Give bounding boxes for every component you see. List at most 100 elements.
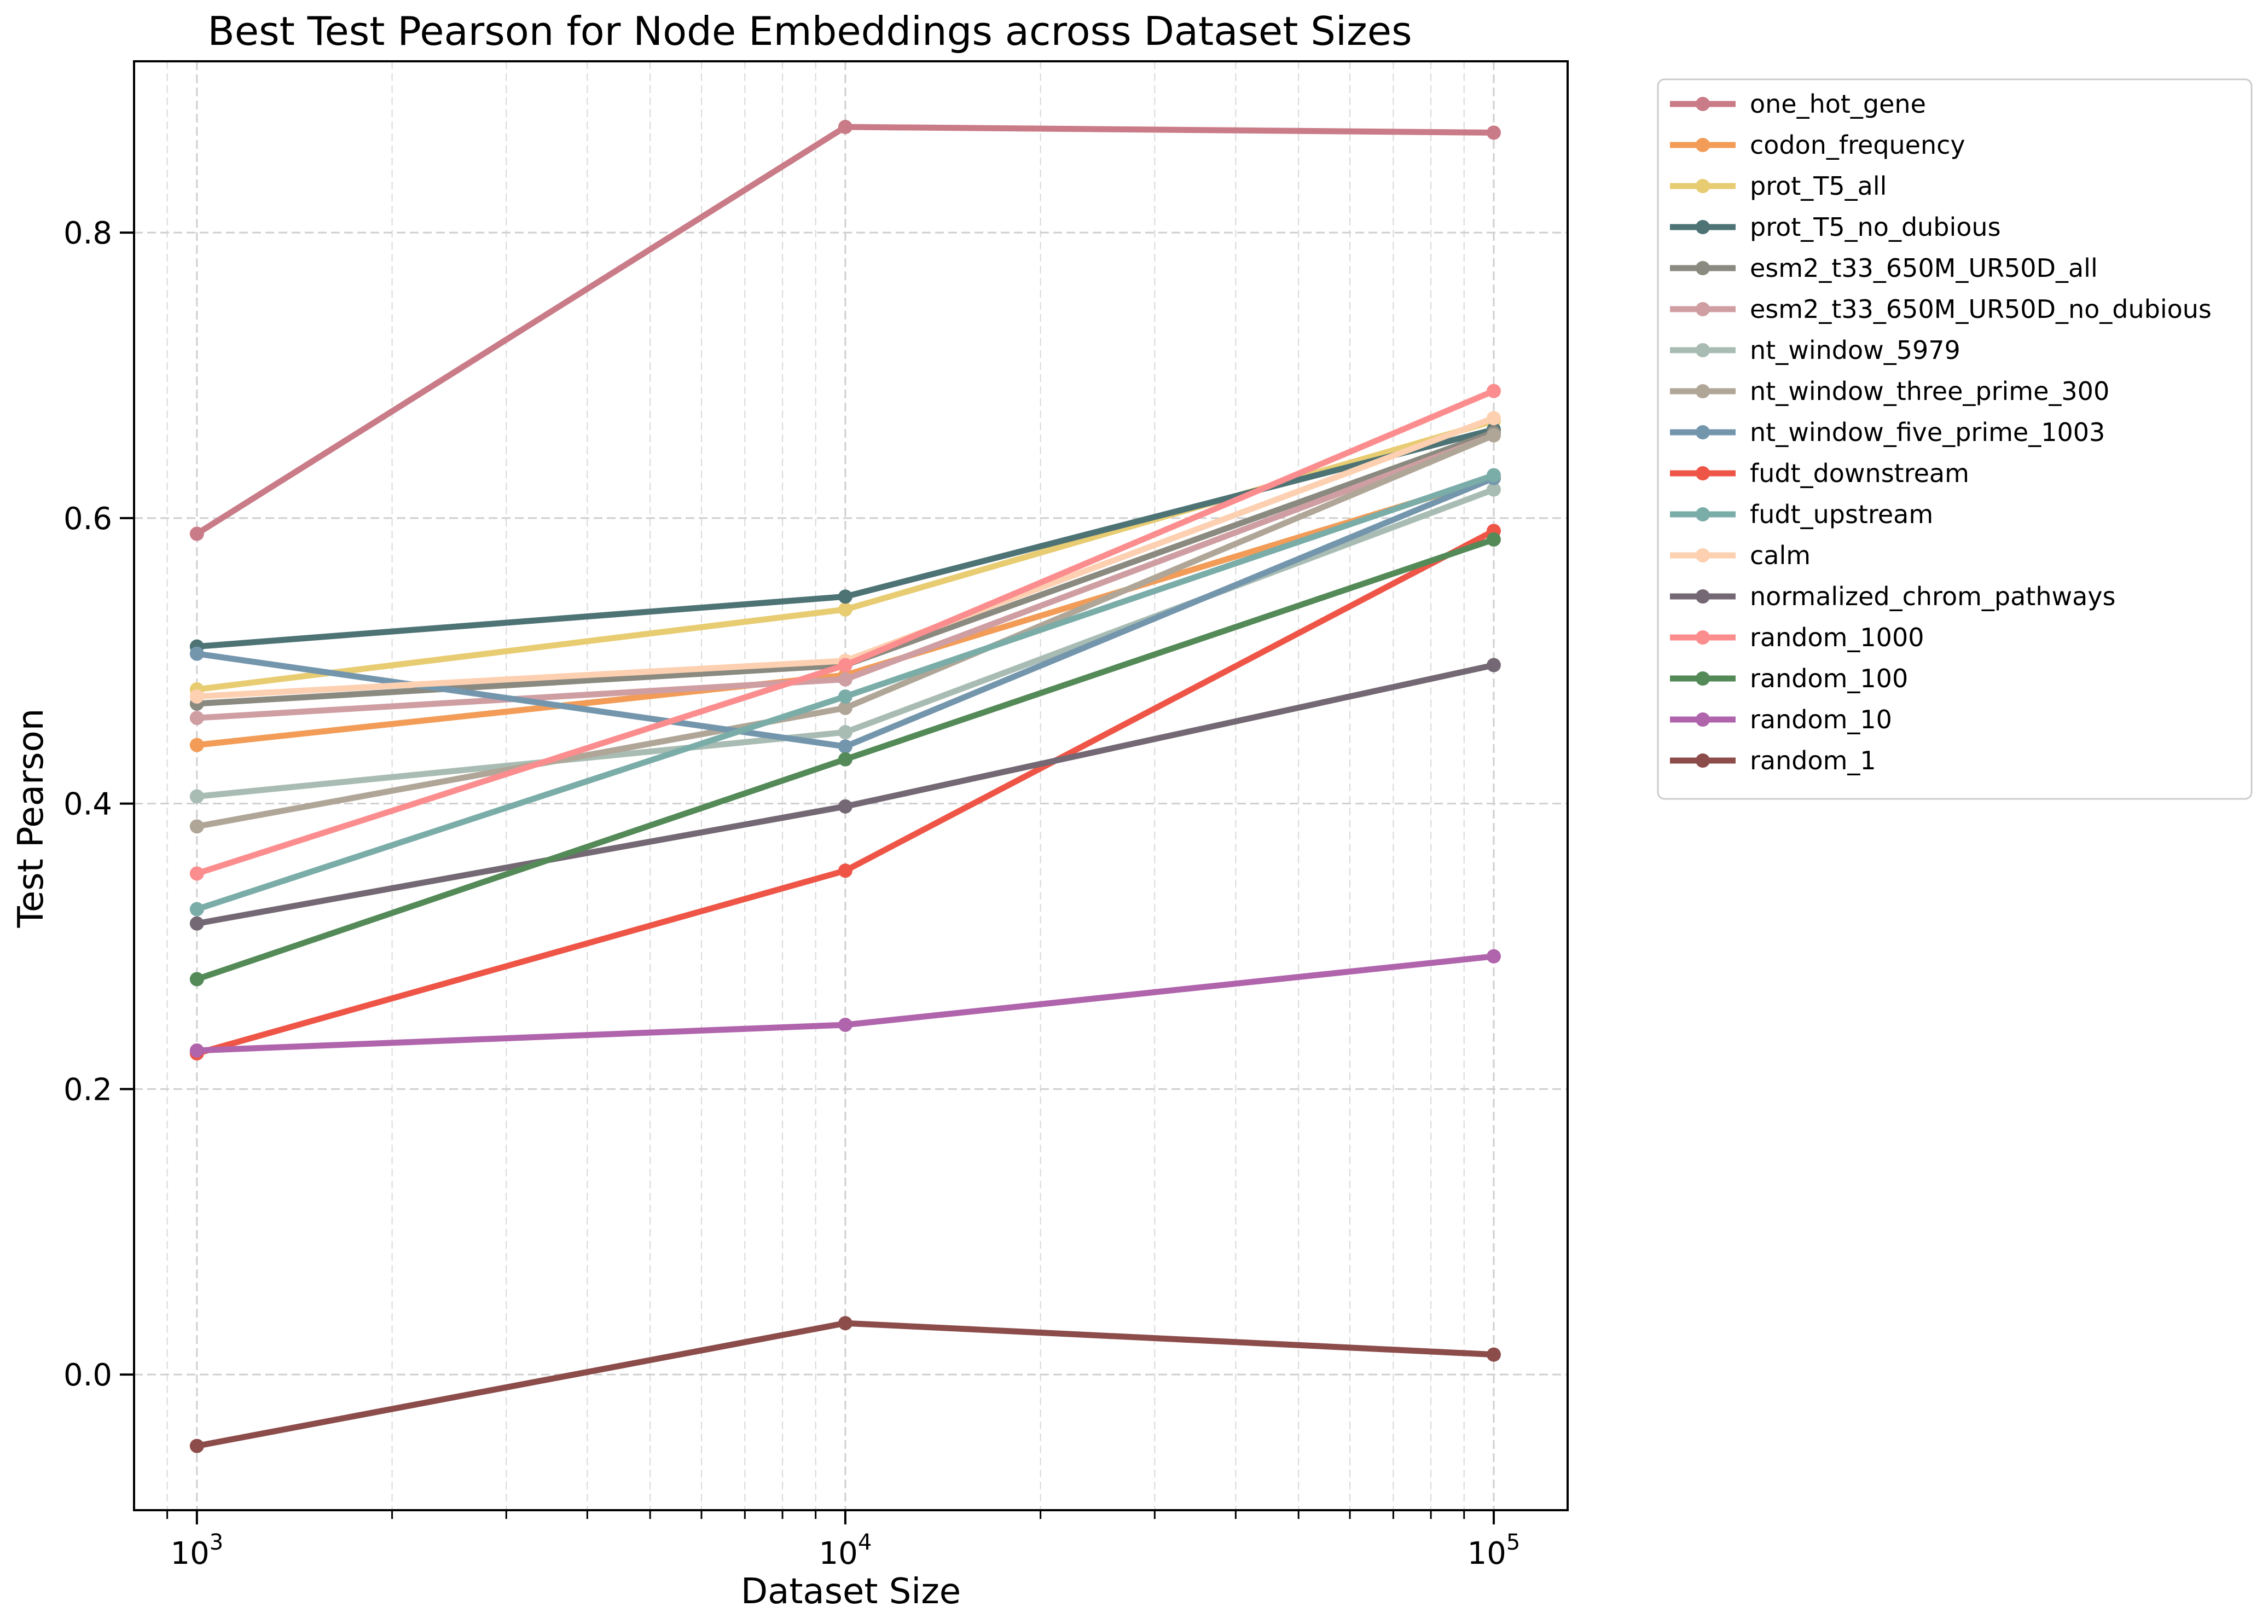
data-point-fudt-upstream [1486, 468, 1501, 483]
legend-item-esm2-t33-650m-ur50d-no-dubious: esm2_t33_650M_UR50D_no_dubious [1670, 294, 2212, 324]
y-tick-label: 0.8 [63, 216, 112, 251]
legend-marker [1696, 671, 1710, 686]
data-point-fudt-upstream [838, 689, 852, 704]
legend-label: normalized_chrom_pathways [1750, 582, 2115, 611]
legend-marker [1696, 425, 1710, 439]
legend-item-random-10: random_10 [1670, 705, 1892, 734]
legend-marker [1696, 302, 1710, 316]
data-point-random-1 [189, 1439, 204, 1453]
legend-label: calm [1750, 541, 1811, 570]
legend-marker [1696, 712, 1710, 727]
legend-label: nt_window_five_prime_1003 [1750, 417, 2105, 447]
y-axis-label: Test Pearson [11, 709, 51, 929]
legend-marker [1696, 548, 1710, 562]
series-one-hot-gene [189, 120, 1501, 541]
legend-label: random_1 [1750, 746, 1876, 775]
data-point-prot-t5-no-dubious [838, 589, 852, 604]
series-layer [189, 120, 1501, 1453]
series-random-1 [189, 1316, 1501, 1453]
legend-item-one-hot-gene: one_hot_gene [1670, 89, 1926, 119]
series-random-100 [189, 532, 1501, 987]
legend-label: codon_frequency [1750, 130, 1965, 160]
data-point-random-1000 [1486, 384, 1501, 398]
legend-label: esm2_t33_650M_UR50D_no_dubious [1750, 294, 2212, 324]
data-point-random-1 [838, 1316, 852, 1331]
x-axis-label: Dataset Size [741, 1571, 961, 1612]
data-point-random-100 [189, 972, 204, 987]
legend-marker [1696, 753, 1710, 768]
data-point-random-10 [189, 1043, 204, 1058]
series-random-1000 [189, 384, 1501, 881]
data-point-esm2-t33-650m-ur50d-no-dubious [189, 711, 204, 726]
data-point-normalized-chrom-pathways [838, 799, 852, 814]
x-tick-label: 103 [170, 1530, 223, 1571]
data-point-random-1000 [838, 658, 852, 672]
y-tick-label: 0.0 [63, 1358, 112, 1393]
data-point-esm2-t33-650m-ur50d-no-dubious [838, 672, 852, 687]
y-tick-label: 0.2 [63, 1072, 112, 1107]
series-fudt-upstream [189, 468, 1501, 917]
legend-item-normalized-chrom-pathways: normalized_chrom_pathways [1670, 582, 2115, 611]
data-point-calm [1486, 411, 1501, 426]
chart-title: Best Test Pearson for Node Embeddings ac… [207, 8, 1412, 54]
legend-item-fudt-downstream: fudt_downstream [1670, 459, 1969, 488]
legend-item-fudt-upstream: fudt_upstream [1670, 500, 1933, 529]
legend-label: prot_T5_no_dubious [1750, 212, 2001, 242]
legend-marker [1696, 138, 1710, 152]
legend-marker [1696, 97, 1710, 111]
data-point-random-1 [1486, 1347, 1501, 1362]
data-point-nt-window-5979 [1486, 482, 1501, 497]
data-point-codon-frequency [189, 738, 204, 752]
legend-item-codon-frequency: codon_frequency [1670, 130, 1965, 160]
legend-item-nt-window-5979: nt_window_5979 [1670, 335, 1960, 365]
legend-marker [1696, 179, 1710, 193]
series-nt-window-three-prime-300 [189, 428, 1501, 834]
legend: one_hot_gene codon_frequency prot_T5_allpr… [1657, 78, 2253, 800]
legend-label: random_100 [1750, 664, 1908, 693]
legend-label: nt_window_three_prime_300 [1750, 376, 2109, 406]
legend-item-esm2-t33-650m-ur50d-all: esm2_t33_650M_UR50D_all [1670, 253, 2098, 283]
legend-label: fudt_downstream [1750, 459, 1969, 488]
legend-marker [1696, 343, 1710, 357]
x-tick-label: 105 [1467, 1530, 1521, 1571]
data-point-calm [189, 689, 204, 704]
legend-marker [1696, 630, 1710, 645]
legend-label: esm2_t33_650M_UR50D_all [1750, 253, 2098, 283]
data-point-fudt-upstream [189, 902, 204, 917]
data-point-nt-window-three-prime-300 [189, 819, 204, 834]
data-point-normalized-chrom-pathways [189, 916, 204, 931]
legend-item-nt-window-three-prime-300: nt_window_three_prime_300 [1670, 376, 2109, 406]
legend-label: prot_T5_all [1750, 171, 1887, 201]
axis-ticks: 103 104 105 0.0 0.2 0.4 0.6 0.8 [63, 216, 1520, 1571]
legend-item-random-1000: random_1000 [1670, 623, 1924, 652]
data-point-one-hot-gene [189, 526, 204, 541]
legend-item-random-100: random_100 [1670, 664, 1908, 693]
legend-item-nt-window-five-prime-1003: nt_window_five_prime_1003 [1670, 417, 2105, 447]
data-point-prot-t5-all [838, 602, 852, 617]
legend-label: random_1000 [1750, 623, 1924, 652]
legend-label: nt_window_5979 [1750, 335, 1960, 365]
data-point-nt-window-three-prime-300 [838, 700, 852, 715]
legend-marker [1696, 384, 1710, 398]
legend-item-prot-t5-no-dubious: prot_T5_no_dubious [1670, 212, 2001, 242]
series-normalized-chrom-pathways [189, 658, 1501, 931]
data-point-random-100 [838, 752, 852, 767]
legend-marker [1696, 220, 1710, 234]
data-point-one-hot-gene [838, 120, 852, 135]
legend-item-prot-t5-all: prot_T5_all [1670, 171, 1887, 201]
data-point-fudt-downstream [838, 863, 852, 878]
series-random-10 [189, 949, 1501, 1058]
data-point-random-10 [1486, 949, 1501, 964]
data-point-random-1000 [189, 866, 204, 881]
legend-label: one_hot_gene [1750, 89, 1926, 119]
legend-item-random-1: random_1 [1670, 746, 1876, 775]
data-point-nt-window-5979 [189, 789, 204, 804]
legend-item-calm: calm [1670, 541, 1811, 570]
data-point-normalized-chrom-pathways [1486, 658, 1501, 672]
legend-marker [1696, 466, 1710, 480]
data-point-nt-window-five-prime-1003 [838, 739, 852, 754]
legend-marker [1696, 589, 1710, 604]
legend-marker [1696, 507, 1710, 521]
data-point-nt-window-five-prime-1003 [189, 646, 204, 661]
